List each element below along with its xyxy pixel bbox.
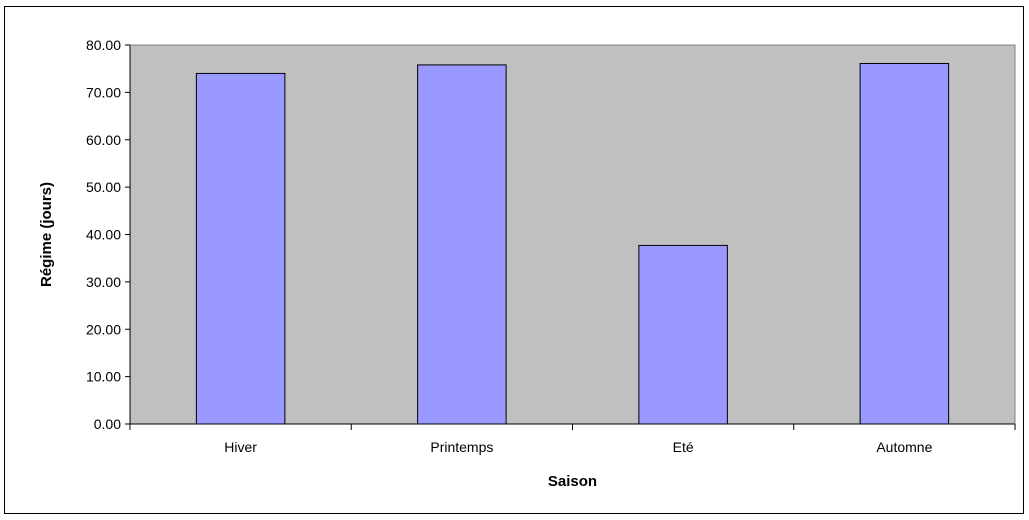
y-axis-title: Régime (jours) bbox=[38, 182, 55, 287]
bar-eté bbox=[638, 244, 728, 425]
y-tick-label: 40.00 bbox=[86, 227, 121, 243]
y-axis: 0.00 10.00 20.00 30.00 40.00 50.00 60.00 70.00 8… bbox=[86, 37, 131, 432]
y-tick-label: 0.00 bbox=[94, 416, 121, 432]
x-axis-title: Saison bbox=[548, 473, 597, 490]
bar-hiver bbox=[195, 72, 286, 425]
y-tick-label: 30.00 bbox=[86, 274, 121, 290]
x-tick-label-hiver: Hiver bbox=[224, 439, 257, 455]
y-tick-label: 70.00 bbox=[86, 84, 121, 100]
x-tick-label-eté: Eté bbox=[673, 439, 694, 455]
y-tick-label: 60.00 bbox=[86, 132, 121, 148]
bars-group bbox=[195, 62, 950, 425]
y-tick-label: 10.00 bbox=[86, 369, 121, 385]
x-tick-label-printemps: Printemps bbox=[430, 439, 493, 455]
bar-automne bbox=[859, 62, 950, 425]
bar-printemps bbox=[417, 64, 507, 425]
y-tick-label: 20.00 bbox=[86, 321, 121, 337]
y-tick-label: 80.00 bbox=[86, 37, 121, 53]
y-tick-label: 50.00 bbox=[86, 179, 121, 195]
x-tick-label-automne: Automne bbox=[876, 439, 932, 455]
x-axis: Hiver Printemps Eté Automne bbox=[129, 423, 1016, 455]
